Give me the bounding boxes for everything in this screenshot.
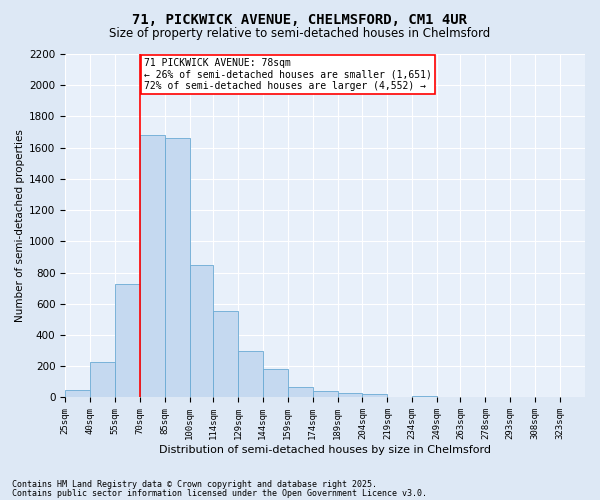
Bar (140, 135, 165, 398)
Bar (412, 396, 437, 398)
Bar (338, 393, 362, 398)
Text: 71, PICKWICK AVENUE, CHELMSFORD, CM1 4UR: 71, PICKWICK AVENUE, CHELMSFORD, CM1 4UR (133, 12, 467, 26)
Bar (190, 265, 213, 398)
Bar (313, 391, 338, 398)
Text: Size of property relative to semi-detached houses in Chelmsford: Size of property relative to semi-detach… (109, 28, 491, 40)
Text: Contains public sector information licensed under the Open Government Licence v3: Contains public sector information licen… (12, 488, 427, 498)
Bar (362, 394, 388, 398)
Text: 71 PICKWICK AVENUE: 78sqm
← 26% of semi-detached houses are smaller (1,651)
72% : 71 PICKWICK AVENUE: 78sqm ← 26% of semi-… (144, 58, 432, 92)
Bar (287, 388, 313, 398)
Bar (65, 390, 90, 398)
Bar (263, 370, 287, 398)
Bar (90, 362, 115, 398)
Bar (238, 350, 263, 398)
X-axis label: Distribution of semi-detached houses by size in Chelmsford: Distribution of semi-detached houses by … (159, 445, 491, 455)
Bar (213, 311, 238, 398)
Bar (165, 138, 190, 398)
Text: Contains HM Land Registry data © Crown copyright and database right 2025.: Contains HM Land Registry data © Crown c… (12, 480, 377, 489)
Y-axis label: Number of semi-detached properties: Number of semi-detached properties (15, 130, 25, 322)
Bar (115, 284, 140, 398)
